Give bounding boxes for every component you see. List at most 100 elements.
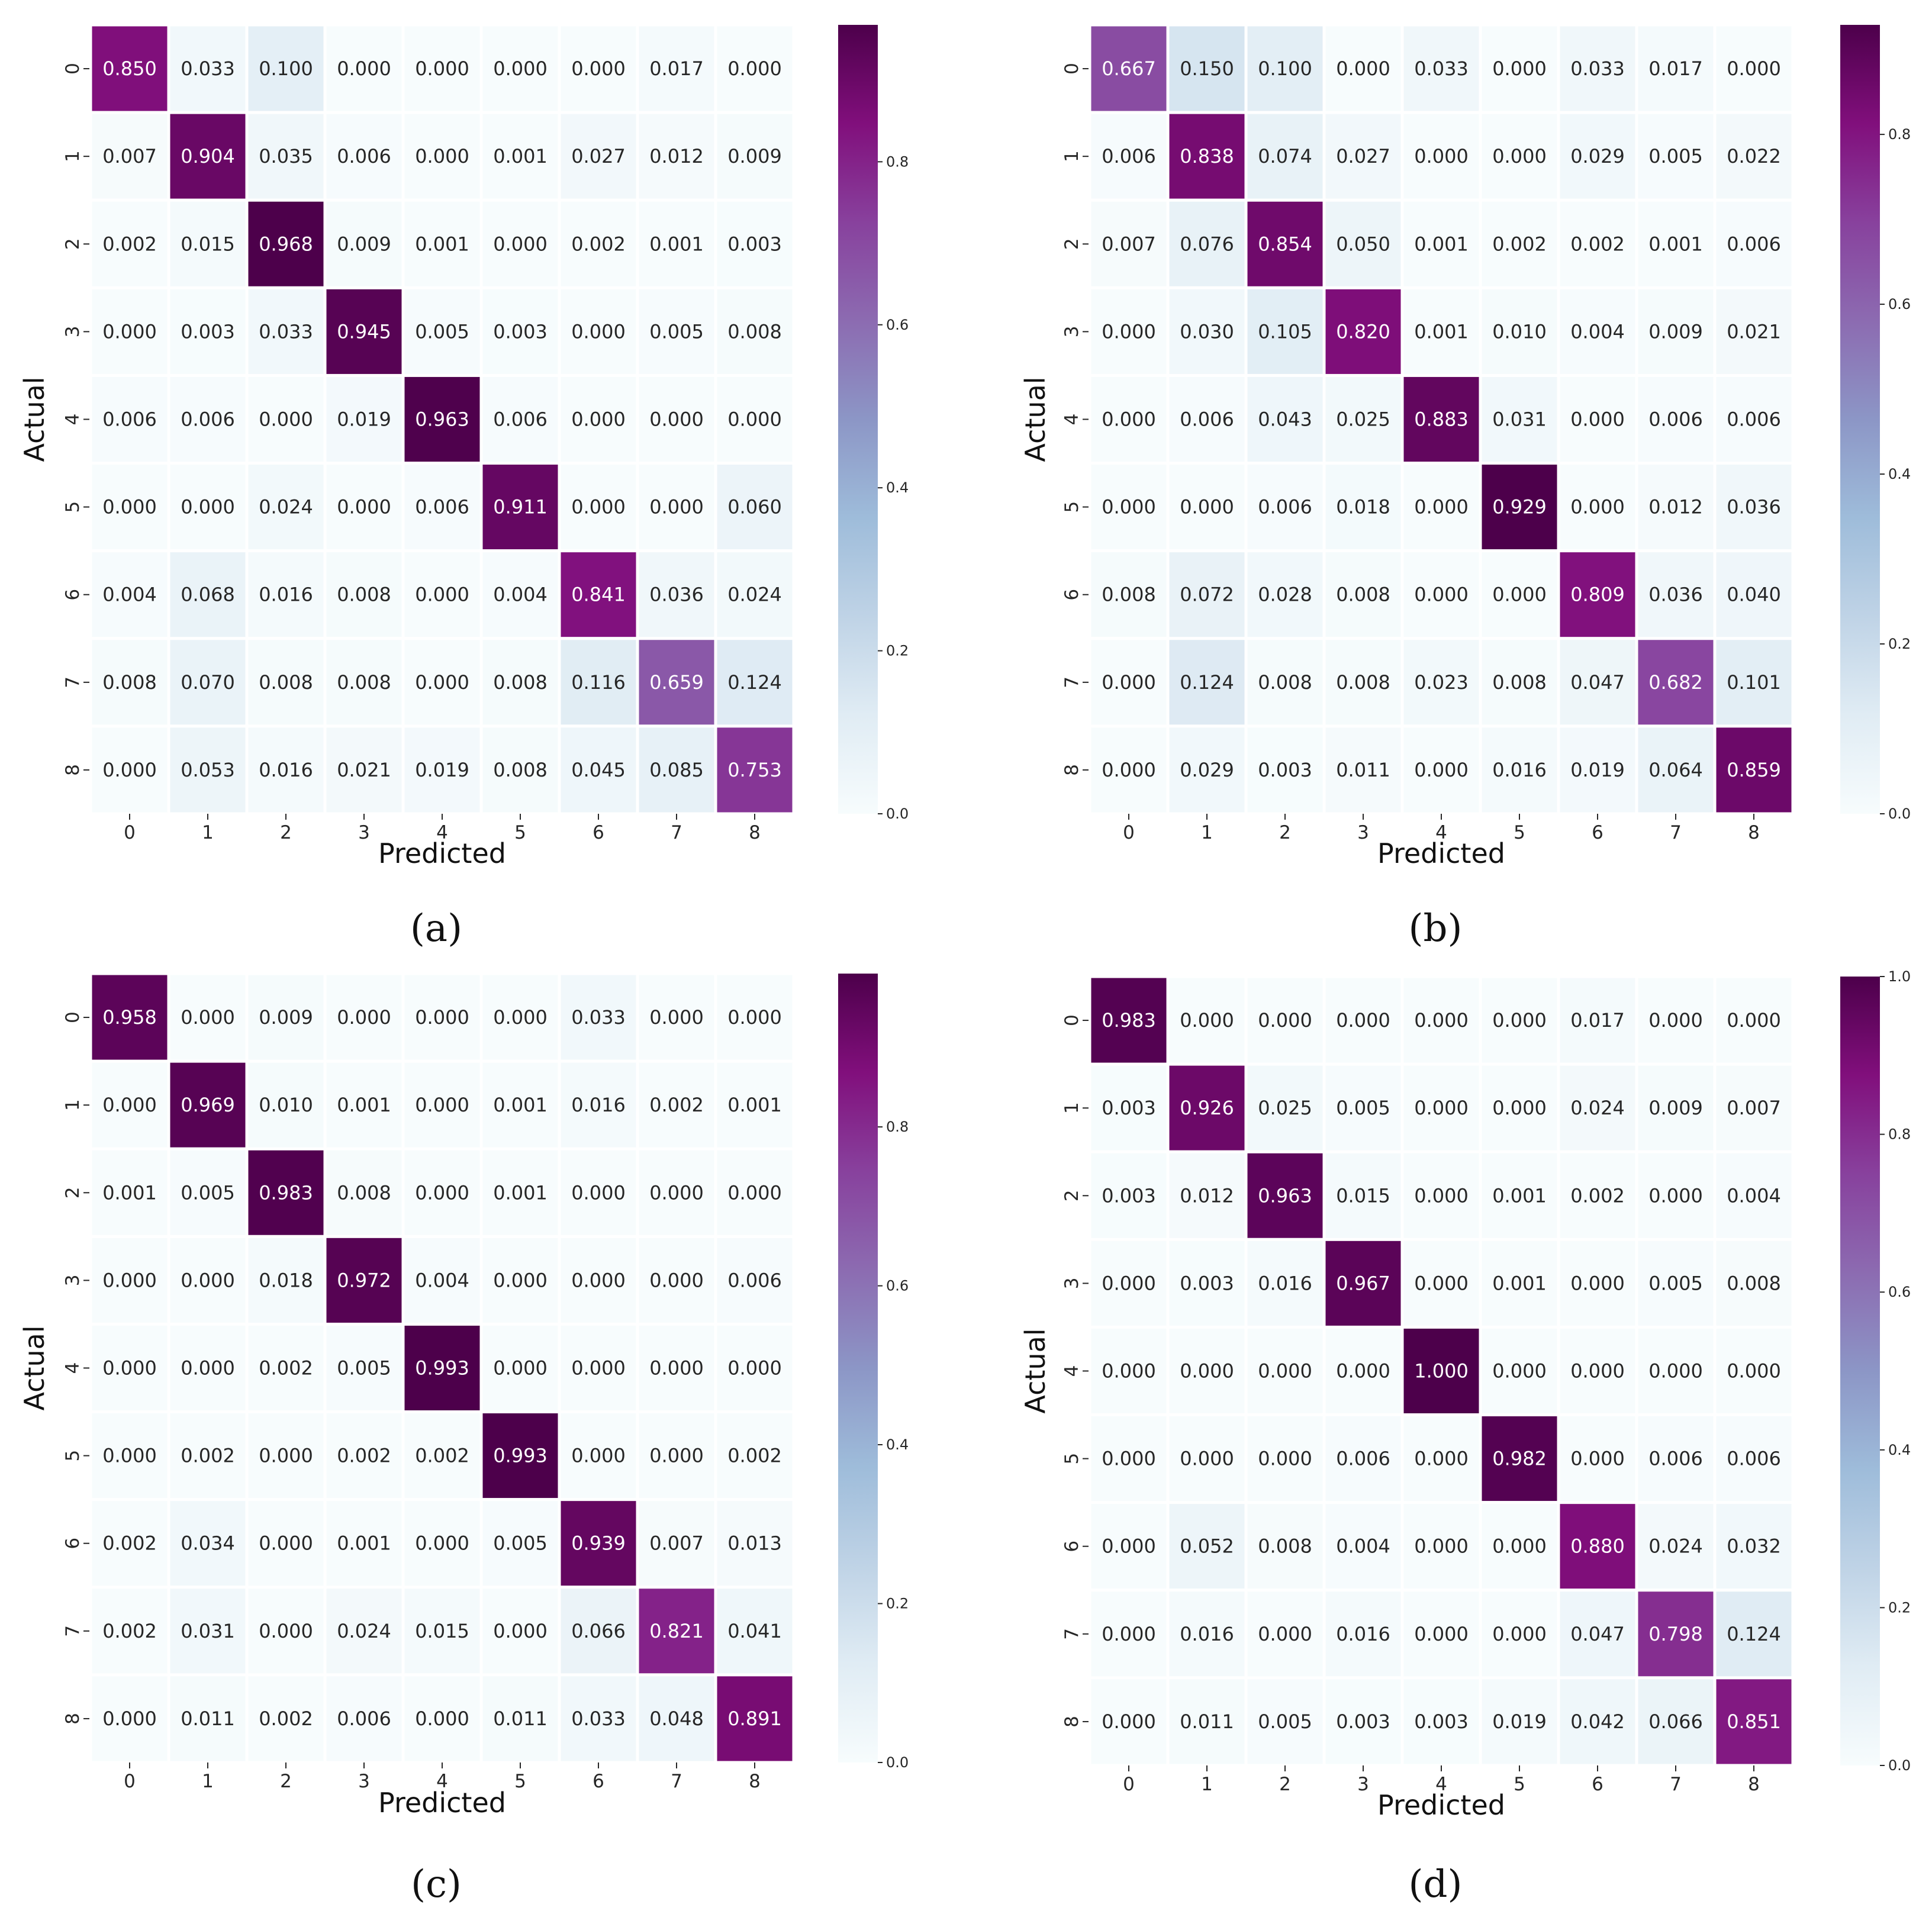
heatmap-cell (89, 724, 170, 816)
y-tick-label: 1 (62, 1099, 83, 1111)
cell-value-label: 0.028 (1258, 584, 1312, 606)
heatmap-cell (714, 724, 796, 816)
cell-value-label: 0.000 (1570, 1272, 1625, 1294)
y-tick-label: 7 (62, 1625, 83, 1637)
cell-value-label: 0.029 (1180, 759, 1234, 781)
cell-value-label: 0.000 (649, 1181, 704, 1204)
x-tick-label: 0 (124, 822, 136, 843)
cell-value-label: 0.659 (649, 671, 704, 694)
y-tick-label: 6 (1061, 589, 1083, 601)
cell-value-label: 0.076 (1180, 233, 1234, 255)
cell-value-label: 0.000 (1414, 145, 1469, 167)
cell-value-label: 0.016 (259, 759, 313, 781)
heatmap-cell (1244, 373, 1326, 465)
cell-value-label: 0.000 (1570, 1360, 1625, 1383)
cell-value-label: 0.000 (415, 1707, 469, 1730)
cell-value-label: 0.008 (1336, 671, 1390, 694)
colorbar-tick-label: 0.8 (1888, 1126, 1911, 1143)
cell-value-label: 0.006 (1727, 233, 1781, 255)
cell-value-label: 0.000 (337, 496, 391, 518)
cell-value-label: 0.008 (1336, 584, 1390, 606)
heatmap-cell (89, 373, 170, 465)
y-tick-label: 2 (62, 1187, 83, 1198)
cell-value-label: 0.000 (1414, 1097, 1469, 1119)
cell-value-label: 0.993 (415, 1357, 469, 1380)
cell-value-label: 0.006 (415, 496, 469, 518)
heatmap-cell (245, 462, 327, 553)
heatmap-cell (89, 637, 170, 728)
heatmap-cell (1088, 1062, 1170, 1153)
heatmap-cell (245, 198, 327, 289)
cell-value-label: 0.002 (181, 1445, 235, 1467)
y-tick-label: 5 (62, 501, 83, 513)
heatmap-cell (167, 1322, 249, 1414)
cell-value-label: 0.001 (649, 233, 704, 255)
cell-value-label: 0.006 (1727, 1448, 1781, 1470)
heatmap-cell (1400, 975, 1482, 1066)
cell-value-label: 0.667 (1102, 57, 1156, 80)
heatmap-cell (1244, 975, 1326, 1066)
cell-value-label: 0.000 (337, 57, 391, 80)
cell-value-label: 0.008 (1727, 1272, 1781, 1294)
cell-value-label: 0.682 (1648, 671, 1703, 694)
heatmap-cell (1088, 724, 1170, 816)
x-tick-label: 5 (1514, 1774, 1525, 1795)
heatmap-cell (89, 198, 170, 289)
heatmap-cell (714, 1498, 796, 1589)
cell-value-label: 0.006 (493, 408, 548, 431)
y-tick-label: 0 (62, 1011, 83, 1023)
cell-value-label: 0.993 (493, 1445, 548, 1467)
cell-value-label: 0.004 (493, 584, 548, 606)
heatmap-cell (1713, 637, 1795, 728)
cell-value-label: 0.025 (1336, 408, 1390, 431)
heatmap-panel-b: 0.667 0.150 0.100 0.000 0.033 0.000 0.033 0.017… (1019, 23, 1911, 950)
heatmap-cell (401, 1586, 483, 1677)
panel-label: (d) (1409, 1863, 1463, 1906)
heatmap-cell (714, 373, 796, 465)
cell-value-label: 0.002 (415, 1445, 469, 1467)
cell-value-label: 0.004 (1570, 320, 1625, 343)
cell-value-label: 0.008 (1102, 584, 1156, 606)
heatmap-cell (401, 549, 483, 640)
heatmap-cell (558, 549, 639, 640)
cell-value-label: 0.000 (415, 1532, 469, 1555)
heatmap-cell (714, 1059, 796, 1151)
colorbar-tick-label: 0.4 (886, 479, 909, 496)
cell-value-label: 0.019 (415, 759, 469, 781)
x-tick-label: 4 (436, 1771, 448, 1792)
heatmap-cell (401, 462, 483, 553)
cell-value-label: 0.000 (649, 408, 704, 431)
heatmap-cell (1088, 23, 1170, 114)
y-tick-label: 0 (1061, 1014, 1083, 1026)
cell-value-label: 0.001 (1648, 233, 1703, 255)
heatmap-cell (479, 637, 561, 728)
x-tick-label: 0 (124, 1771, 136, 1792)
cell-value-label: 0.002 (259, 1357, 313, 1380)
x-tick-label: 5 (514, 1771, 526, 1792)
x-axis-label: Predicted (378, 837, 506, 869)
colorbar-tick-label: 0.0 (1888, 805, 1911, 822)
cell-value-label: 0.003 (181, 320, 235, 343)
cell-value-label: 0.008 (337, 671, 391, 694)
cell-value-label: 0.003 (1102, 1097, 1156, 1119)
cell-value-label: 0.000 (571, 496, 626, 518)
x-tick-label: 8 (1748, 822, 1760, 843)
cell-value-label: 0.009 (727, 145, 782, 167)
cell-value-label: 0.004 (1727, 1184, 1781, 1207)
cell-value-label: 0.000 (1492, 1623, 1547, 1645)
cell-value-label: 0.000 (1727, 1009, 1781, 1032)
cell-value-label: 0.000 (727, 1181, 782, 1204)
cell-value-label: 0.018 (259, 1269, 313, 1291)
y-tick-label: 2 (62, 238, 83, 250)
x-tick-label: 6 (593, 1771, 604, 1792)
heatmap-cell (1635, 1501, 1717, 1592)
cell-value-label: 0.000 (649, 1445, 704, 1467)
colorbar-tick-label: 0.2 (886, 1596, 909, 1612)
cell-value-label: 0.031 (1492, 408, 1547, 431)
heatmap-cell (1166, 1676, 1248, 1767)
heatmap-cell (1244, 111, 1326, 202)
x-tick-label: 3 (1357, 822, 1369, 843)
heatmap-cell (558, 972, 639, 1063)
x-tick-label: 7 (1670, 1774, 1682, 1795)
cell-value-label: 0.000 (1102, 1360, 1156, 1383)
